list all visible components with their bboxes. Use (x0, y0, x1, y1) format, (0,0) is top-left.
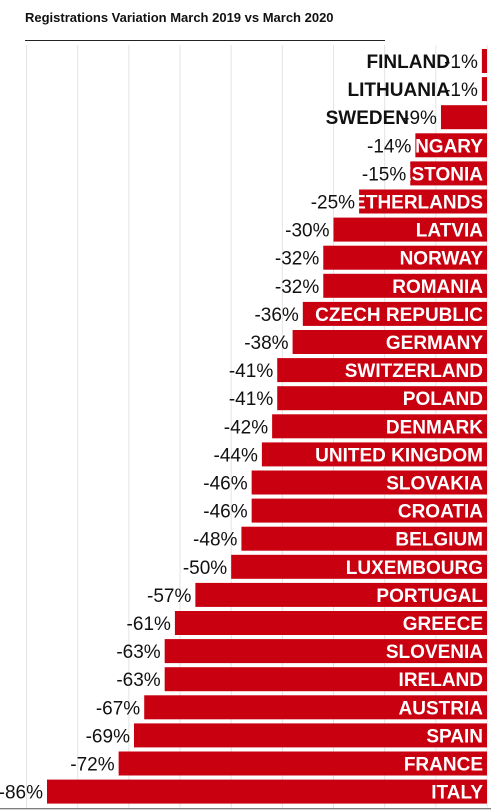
value-label: -32% (275, 277, 319, 298)
category-label: ROMANIA (392, 277, 483, 298)
category-label: POLAND (403, 389, 483, 410)
value-label: -57% (147, 586, 191, 607)
value-label: -1% (444, 80, 478, 101)
category-label: IRELAND (399, 670, 483, 691)
category-label: FRANCE (404, 755, 483, 776)
value-label: -30% (285, 221, 329, 242)
bar (195, 582, 488, 607)
bar (323, 245, 487, 270)
value-label: -42% (224, 417, 268, 438)
value-label: -41% (229, 389, 273, 410)
bar (440, 105, 487, 130)
value-label: -72% (70, 755, 114, 776)
bar (272, 414, 487, 439)
bar (302, 301, 487, 326)
value-label: -69% (86, 726, 130, 747)
category-label: SLOVENIA (386, 642, 483, 663)
value-label: -46% (203, 502, 247, 523)
value-label: -44% (214, 445, 258, 466)
category-label: LATVIA (416, 221, 483, 242)
bar (164, 639, 487, 664)
value-label: -15% (362, 164, 406, 185)
bar (174, 611, 487, 635)
bar (410, 161, 487, 186)
value-label: -9% (403, 108, 437, 129)
category-label: BELGIUM (395, 530, 483, 551)
chart-title: Registrations Variation March 2019 vs Ma… (25, 10, 334, 25)
value-label: -36% (254, 305, 298, 326)
bar (359, 189, 487, 214)
bar (277, 386, 487, 411)
category-label: GREECE (403, 614, 483, 635)
category-label: AUSTRIA (399, 698, 484, 719)
bar (277, 358, 487, 383)
bar (164, 667, 487, 692)
bar (251, 498, 487, 523)
title-divider (25, 40, 385, 41)
bar (292, 330, 487, 354)
category-label: CZECH REPUBLIC (315, 305, 483, 326)
value-label: -46% (203, 474, 247, 495)
bar (231, 554, 487, 579)
value-label: -41% (229, 361, 273, 382)
category-label: PORTUGAL (376, 586, 483, 607)
category-label: CROATIA (398, 502, 483, 523)
value-label: -1% (444, 52, 478, 73)
bar (323, 273, 487, 298)
category-label: GERMANY (386, 333, 483, 354)
category-label: HUNGARY (388, 136, 484, 157)
value-label: -61% (127, 614, 171, 635)
bar (333, 217, 487, 242)
value-label: -38% (244, 333, 288, 354)
value-label: -63% (116, 670, 160, 691)
bar (481, 49, 487, 73)
bar (261, 442, 487, 467)
category-label: SWEDEN (326, 108, 409, 129)
category-label: NORWAY (400, 249, 484, 270)
bar (415, 133, 487, 158)
category-label: LITHUANIA (348, 80, 451, 101)
bar (481, 77, 487, 102)
value-label: -14% (367, 136, 411, 157)
bar (118, 751, 488, 776)
value-label: -48% (193, 530, 237, 551)
value-label: -63% (116, 642, 160, 663)
value-label: -67% (96, 698, 140, 719)
value-label: -50% (183, 558, 227, 579)
category-label: SPAIN (426, 726, 483, 747)
category-label: SWITZERLAND (345, 361, 483, 382)
category-label: UNITED KINGDOM (315, 445, 483, 466)
bar (251, 470, 487, 495)
category-label: NETHERLANDS (339, 193, 483, 214)
value-label: -25% (311, 193, 355, 214)
category-label: ESTONIA (399, 164, 483, 185)
value-label: -32% (275, 249, 319, 270)
category-label: DENMARK (386, 417, 483, 438)
bar (133, 723, 487, 748)
category-label: LUXEMBOURG (346, 558, 483, 579)
bar (47, 779, 487, 804)
bar (144, 695, 488, 720)
value-label: -86% (0, 783, 43, 804)
bar (241, 526, 487, 551)
category-label: FINLAND (367, 52, 450, 73)
category-label: SLOVAKIA (386, 474, 483, 495)
category-label: ITALY (431, 783, 483, 804)
